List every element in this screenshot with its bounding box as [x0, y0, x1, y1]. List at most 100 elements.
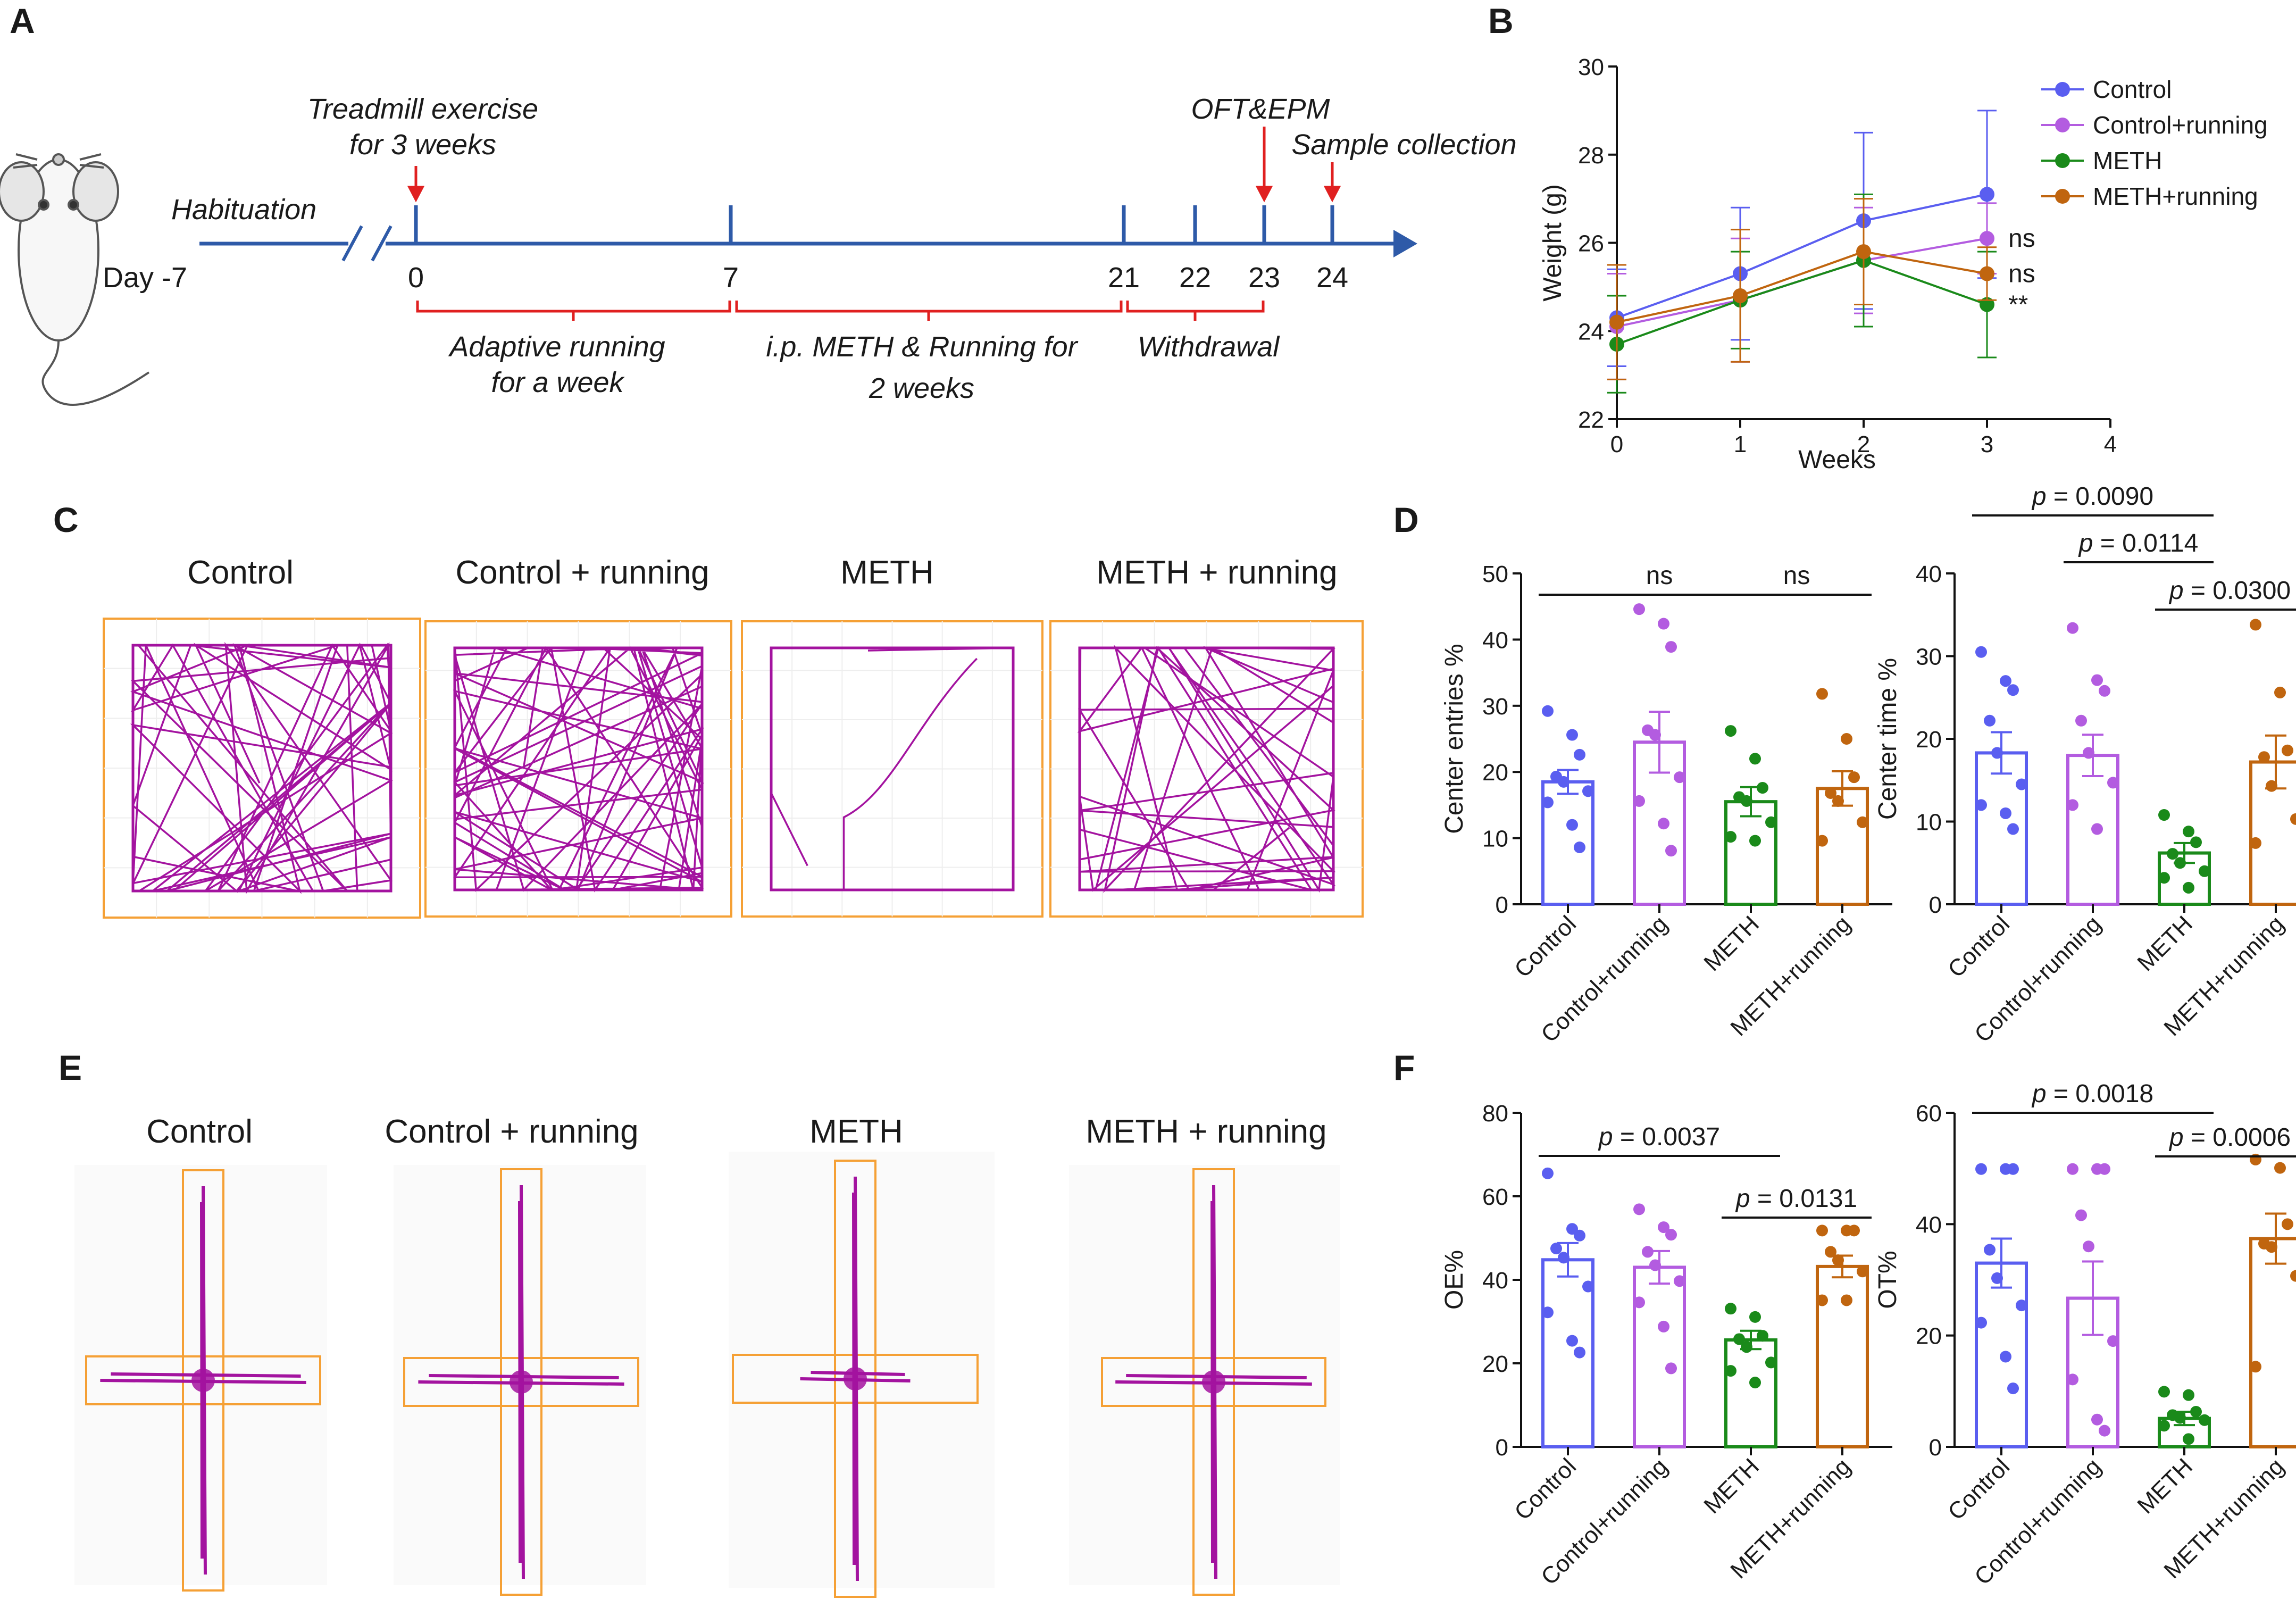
legend-label: Control	[2093, 76, 2172, 103]
legend-marker	[2055, 189, 2070, 204]
data-point	[2067, 622, 2078, 634]
data-point	[2083, 1240, 2094, 1253]
x-tick-label: METH	[1699, 1453, 1764, 1519]
y-tick-label: 80	[1482, 1101, 1508, 1127]
movement-track	[453, 646, 705, 893]
data-point	[1609, 314, 1624, 330]
movement-track	[770, 647, 1014, 891]
data-point	[1566, 819, 1578, 831]
data-point	[1856, 244, 1871, 260]
panel-letter-c: C	[53, 500, 79, 539]
day-label: 21	[1108, 262, 1140, 294]
timeline-brackets	[416, 301, 1265, 321]
y-tick-label: 26	[1578, 231, 1604, 257]
legend-marker	[2055, 82, 2070, 97]
y-tick-label: 40	[1482, 1268, 1508, 1294]
y-tick-label: 40	[1916, 1212, 1942, 1238]
event-arrows	[407, 127, 1341, 203]
data-point	[1857, 1265, 1868, 1278]
data-point	[2174, 857, 2186, 869]
day-label: 22	[1179, 262, 1211, 294]
data-point	[2183, 881, 2194, 894]
data-point	[1848, 1225, 1860, 1237]
data-point	[2067, 1373, 2078, 1386]
data-point	[1975, 646, 1987, 658]
data-point	[1665, 845, 1677, 857]
data-point	[1980, 187, 1994, 202]
data-point	[2007, 684, 2019, 696]
day-start-label: Day -7	[103, 262, 187, 294]
y-tick-label: 50	[1482, 561, 1508, 587]
data-point	[2167, 848, 2178, 860]
group-title: Control	[187, 554, 294, 591]
comparison-label: p = 0.0090	[2031, 482, 2153, 511]
movement-track	[1077, 645, 1336, 893]
data-point	[1542, 1167, 1554, 1179]
data-point	[1825, 787, 1836, 799]
data-point	[1857, 816, 1868, 828]
data-point	[2258, 751, 2270, 763]
oft-epm-label: OFT&EPM	[1191, 93, 1330, 125]
data-point	[1975, 1163, 1987, 1175]
x-tick-label: 1	[1734, 431, 1747, 457]
y-axis-label: Center entries %	[1440, 644, 1468, 834]
group-title: Control + running	[455, 554, 709, 591]
plus-maze	[394, 1165, 646, 1596]
data-point	[2158, 1386, 2170, 1398]
data-point	[2282, 1218, 2293, 1230]
data-point	[1980, 231, 1994, 246]
data-point	[1674, 1275, 1685, 1287]
y-tick-label: 28	[1578, 143, 1604, 169]
bar	[1816, 1264, 1869, 1448]
x-tick-label: Control	[1509, 1453, 1581, 1525]
data-point	[2107, 777, 2119, 789]
timeline-ticks	[414, 205, 1334, 244]
data-point	[2099, 1163, 2110, 1175]
y-axis-label: OE%	[1440, 1250, 1468, 1310]
data-point	[1841, 733, 1852, 745]
data-point	[1574, 842, 1585, 854]
data-point	[1765, 1356, 1777, 1369]
data-point	[2199, 865, 2210, 877]
y-tick-label: 20	[1482, 760, 1508, 786]
meth-running-label: i.p. METH & Running for	[766, 331, 1078, 363]
legend-marker	[2055, 153, 2070, 168]
panel-letter-f: F	[1393, 1048, 1415, 1087]
y-tick-label: 20	[1482, 1351, 1508, 1377]
open-field-arena	[741, 620, 1043, 918]
bar	[1724, 1338, 1777, 1449]
data-point	[1825, 1246, 1836, 1258]
data-point	[1725, 831, 1736, 843]
open-field-panel: Control Control + running METH METH + ru…	[103, 554, 1364, 919]
data-point	[2266, 1241, 2277, 1253]
data-point	[2274, 1162, 2286, 1174]
data-point	[2250, 1361, 2261, 1373]
comparison-label: p = 0.0018	[2031, 1080, 2153, 1108]
y-tick-label: 0	[1929, 1435, 1942, 1461]
data-point	[2290, 1270, 2296, 1282]
data-point	[2107, 1335, 2119, 1347]
x-tick-label: METH	[2132, 1453, 2198, 1519]
comparison-label: p = 0.0131	[1735, 1185, 1857, 1213]
data-point	[2016, 1300, 2027, 1312]
data-point	[2075, 714, 2087, 727]
data-point	[1816, 1294, 1828, 1306]
data-point	[1633, 1296, 1645, 1309]
legend-marker	[2055, 118, 2070, 132]
data-point	[2250, 619, 2261, 631]
adaptive-running-label: for a week	[491, 366, 625, 398]
comparison-label: ns	[1783, 562, 1810, 590]
data-point	[2158, 809, 2170, 821]
data-point	[1665, 1229, 1677, 1241]
meth-running-label: 2 weeks	[869, 372, 974, 404]
data-point	[2274, 686, 2286, 698]
adaptive-running-label: Adaptive running	[448, 331, 665, 363]
significance-label: ns	[2008, 260, 2035, 288]
timeline-break	[341, 225, 363, 262]
data-point	[2000, 807, 2011, 819]
treadmill-label: Treadmill exercise	[307, 93, 538, 125]
x-tick-label: METH	[1699, 911, 1764, 976]
legend-label: METH	[2093, 147, 2162, 174]
